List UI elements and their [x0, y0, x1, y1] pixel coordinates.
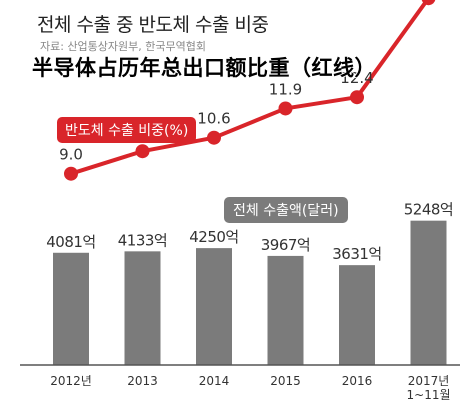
bar-series-legend: 전체 수출액(달러): [224, 197, 348, 223]
line-series-path: [70, 0, 430, 176]
bar-1: [124, 251, 161, 365]
line-point-1: [135, 144, 150, 159]
overlay-caption: 半导体占历年总出口额比重（红线）: [32, 56, 376, 80]
bar-2: [196, 248, 232, 365]
x-tick-label-0: 2012년: [50, 374, 92, 388]
bar-value-label-4: 3631억: [332, 245, 381, 263]
bar-value-label-3: 3967억: [261, 236, 310, 254]
x-tick-label-1: 2013: [127, 374, 158, 388]
bar-value-label-0: 4081억: [46, 233, 95, 251]
bar-5: [410, 220, 447, 365]
bar-3: [267, 255, 304, 365]
source-note: 자료: 산업통상자원부, 한국무역협회: [40, 40, 206, 53]
bar-4: [339, 265, 375, 365]
bar-value-label-2: 4250억: [189, 228, 238, 246]
chart-title: 전체 수출 중 반도체 수출 비중: [37, 14, 269, 36]
line-point-3: [278, 101, 293, 116]
line-value-label-0: 9.0: [59, 146, 83, 164]
x-tick-label-5-1: 1~11월: [407, 388, 451, 402]
bar-value-label-5: 5248억: [404, 201, 453, 219]
x-tick-label-2: 2014: [199, 374, 230, 388]
x-tick-label-5-0: 2017년: [408, 374, 450, 388]
line-point-4: [350, 90, 364, 105]
line-point-5: [421, 0, 436, 6]
line-value-label-4: 12.4: [340, 69, 373, 87]
line-point-0: [64, 166, 78, 181]
line-value-label-2: 10.6: [197, 110, 230, 128]
line-value-label-3: 11.9: [269, 80, 302, 98]
bar-0: [53, 252, 89, 365]
line-series-legend: 반도체 수출 비중(%): [57, 117, 197, 143]
x-tick-label-3: 2015: [270, 374, 301, 388]
line-point-2: [207, 130, 221, 145]
bar-value-label-1: 4133억: [118, 231, 167, 249]
x-tick-label-4: 2016: [342, 374, 373, 388]
